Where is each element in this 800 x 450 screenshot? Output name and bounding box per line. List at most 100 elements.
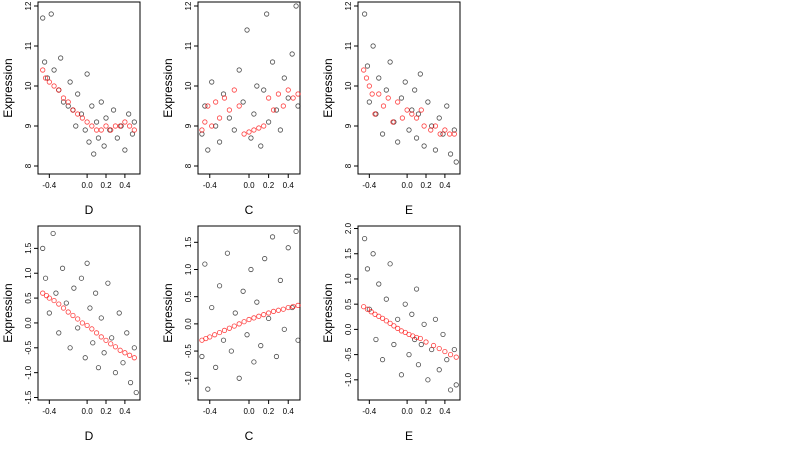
fitted-point — [75, 316, 81, 322]
fitted-point — [231, 87, 237, 93]
data-point — [114, 135, 120, 141]
y-tick-label: 10 — [184, 81, 193, 90]
x-tick-label: 0.4 — [439, 181, 451, 190]
data-point — [240, 288, 246, 294]
fitted-point — [413, 115, 420, 121]
data-point — [451, 346, 457, 353]
fitted-point — [366, 83, 372, 89]
fitted-point — [280, 306, 286, 312]
data-point — [281, 75, 287, 81]
fitted-point — [117, 347, 123, 353]
plot-frame — [37, 225, 141, 401]
fitted-point — [442, 348, 448, 355]
plot-frame — [37, 1, 141, 175]
data-point — [413, 286, 420, 292]
x-tick-label: -0.4 — [362, 407, 376, 416]
data-point — [131, 119, 137, 125]
data-point — [44, 75, 51, 81]
data-point — [202, 103, 208, 109]
fitted-point — [372, 111, 378, 117]
y-tick-label: 1.0 — [24, 267, 33, 279]
fitted-point — [413, 334, 420, 341]
data-point — [295, 103, 301, 109]
data-point — [248, 135, 254, 141]
panel-3: -0.4 0.0 0.2 0.4 8 9 10 11 12 E Expression — [321, 1, 461, 217]
x-tick-label: 0.2 — [100, 181, 112, 190]
y-tick-label: 10 — [344, 81, 353, 90]
data-point — [213, 123, 219, 129]
x-axis-title: C — [245, 203, 254, 217]
y-tick-label: 12 — [184, 1, 193, 10]
x-tick-label: -0.4 — [203, 407, 217, 416]
y-axis-title: Expression — [1, 58, 15, 117]
data-point — [413, 135, 420, 141]
data-point — [415, 362, 422, 368]
data-point — [82, 355, 88, 361]
fitted-point — [236, 321, 242, 327]
x-tick-label: 0.2 — [263, 181, 275, 190]
fitted-point — [112, 123, 119, 129]
data-point — [406, 352, 412, 358]
data-point — [226, 115, 232, 121]
data-point — [281, 326, 287, 332]
y-tick-label: 9 — [24, 123, 33, 128]
fitted-point — [89, 123, 95, 129]
x-tick-label: 0.0 — [402, 407, 414, 416]
data-point — [444, 103, 450, 109]
data-point — [254, 299, 260, 305]
panel-6: -0.4 0.0 0.2 0.4 -1.0 -0.5 0.0 0.5 1.0 1.5 2.0 E Exp… — [321, 222, 461, 443]
data-point — [379, 357, 386, 363]
fitted-point — [108, 341, 114, 347]
y-tick-label: 0.0 — [344, 323, 353, 335]
fitted-point — [369, 91, 375, 97]
data-point — [244, 332, 250, 338]
x-tick-label: -0.4 — [203, 181, 217, 190]
x-axis-title: D — [85, 429, 94, 443]
data-point — [232, 310, 238, 316]
fitted-point — [256, 125, 262, 131]
y-tick-label: 0.5 — [24, 292, 33, 304]
data-point — [440, 131, 446, 137]
x-tick-label: 0.4 — [283, 407, 295, 416]
data-point — [228, 348, 234, 354]
y-tick-label: -1.0 — [24, 365, 33, 379]
fitted-point — [212, 332, 218, 338]
data-point — [362, 236, 368, 242]
fitted-point — [65, 99, 71, 105]
data-point — [370, 43, 376, 49]
fitted-point — [241, 319, 247, 325]
fitted-point — [447, 352, 454, 358]
data-point — [269, 234, 276, 240]
fitted-point — [285, 87, 291, 93]
fitted-point — [295, 302, 301, 308]
data-point — [127, 379, 134, 386]
data-point — [429, 346, 435, 353]
x-tick-label: 0.4 — [439, 407, 451, 416]
data-point — [56, 330, 62, 336]
fitted-point — [290, 303, 296, 310]
x-tick-label: 0.4 — [119, 407, 131, 416]
data-point — [285, 245, 291, 251]
fitted-point — [417, 335, 423, 342]
data-point — [387, 59, 393, 65]
fitted-point — [295, 91, 301, 97]
data-point — [51, 67, 57, 73]
y-tick-label: -0.5 — [344, 347, 353, 361]
fitted-point — [117, 123, 123, 129]
fitted-point — [202, 119, 208, 125]
data-point — [440, 331, 446, 338]
data-point — [254, 83, 260, 89]
data-point — [258, 343, 264, 349]
fitted-point — [251, 315, 257, 321]
fitted-point — [51, 297, 57, 304]
fitted-point — [364, 306, 371, 312]
fitted-point — [75, 111, 81, 117]
fitted-point — [199, 127, 205, 133]
y-tick-label: 0.0 — [24, 317, 33, 329]
data-point — [82, 127, 88, 133]
fitted-point — [391, 323, 397, 329]
data-point — [42, 275, 49, 281]
data-point — [432, 147, 439, 153]
data-point — [417, 71, 423, 77]
fitted-point — [430, 342, 437, 349]
